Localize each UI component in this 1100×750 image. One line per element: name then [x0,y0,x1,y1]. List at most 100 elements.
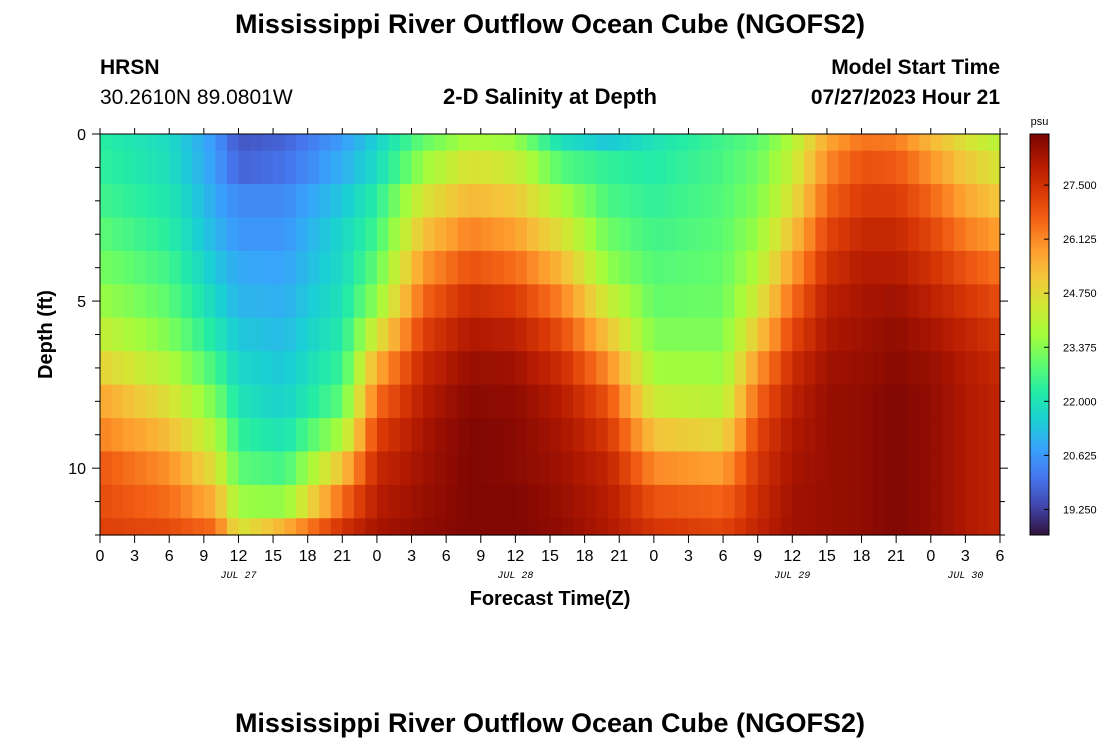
heatmap-cell [515,384,528,419]
heatmap-cell [446,134,459,152]
heatmap-cell [653,250,666,285]
heatmap-cell [342,484,355,519]
heatmap-cell [203,317,216,352]
heatmap-cell [561,250,574,285]
heatmap-cell [492,184,505,219]
heatmap-cell [296,134,309,152]
heatmap-cell [203,284,216,319]
heatmap-cell [596,317,609,352]
heatmap-cell [711,484,724,519]
heatmap-cell [780,184,793,219]
heatmap-cell [469,484,482,519]
heatmap-cell [146,451,159,486]
heatmap-cell [826,134,840,152]
heatmap-cell [423,384,436,419]
heatmap-cell [723,317,736,352]
heatmap-cell [815,518,828,536]
heatmap-cell [873,217,886,252]
heatmap-cell [653,351,666,386]
heatmap-cell [134,518,147,536]
heatmap-cell [423,250,436,285]
heatmap-cell [423,217,436,252]
heatmap-cell [850,351,863,386]
heatmap-cell [319,351,332,386]
heatmap-cell [850,451,863,486]
heatmap-cell [630,250,643,285]
heatmap-cell [723,384,736,419]
heatmap-cell [134,317,147,352]
heatmap-cell [284,484,297,519]
heatmap-cell [676,384,690,419]
heatmap-cell [930,351,943,386]
heatmap-cell [953,484,966,519]
heatmap-cell [180,184,193,219]
colorbar-tick-label: 27.500 [1063,180,1097,192]
heatmap-cell [573,134,586,152]
heatmap-cell [596,284,609,319]
heatmap-cell [400,317,413,352]
colorbar: psu 27.500 26.125 24.750 23.375 22.000 20.625… [1029,116,1097,536]
heatmap-cell [630,351,643,386]
heatmap-cell [930,317,943,352]
heatmap-cell [342,317,355,352]
heatmap-cell [469,384,482,419]
heatmap-cell [607,418,620,453]
heatmap-cell [330,451,343,486]
heatmap-cell [665,418,678,453]
heatmap-cell [192,384,205,419]
heatmap-cell [769,150,782,185]
heatmap-cell [146,150,159,185]
heatmap-cell [700,418,713,453]
heatmap-cell [792,217,805,252]
heatmap-cell [492,317,505,352]
heatmap-cell [815,150,828,185]
heatmap-cell [365,184,378,219]
heatmap-cell [457,284,470,319]
heatmap-cell [169,184,182,219]
heatmap-cell [815,384,828,419]
heatmap-cell [226,284,240,319]
heatmap-cell [953,150,966,185]
heatmap-cell [492,418,505,453]
heatmap-cell [665,134,678,152]
heatmap-cell [676,217,690,252]
heatmap-cell [157,250,170,285]
heatmap-cell [469,184,482,219]
heatmap-cell [157,317,170,352]
heatmap-cell [100,351,113,386]
heatmap-cell [873,384,886,419]
heatmap-cell [515,484,528,519]
heatmap-cell [503,250,516,285]
heatmap-cell [123,351,136,386]
heatmap-cell [330,518,343,536]
heatmap-cell [469,150,482,185]
heatmap-cell [734,418,747,453]
heatmap-cell [261,184,274,219]
heatmap-cell [861,351,874,386]
heatmap-cell [607,518,620,536]
heatmap-cell [388,451,401,486]
heatmap-cell [411,518,424,536]
heatmap-cell [503,134,516,152]
heatmap-cell [157,451,170,486]
heatmap-cell [238,317,251,352]
heatmap-cell [861,150,874,185]
heatmap-cell [503,217,516,252]
heatmap-cell [215,284,228,319]
heatmap-cell [169,217,182,252]
heatmap-cell [203,217,216,252]
heatmap-cell [688,317,701,352]
heatmap-cell [884,150,897,185]
heatmap-cell [930,150,943,185]
heatmap-cell [792,484,805,519]
heatmap-cell [711,134,724,152]
heatmap-cell [711,250,724,285]
heatmap-cell [423,317,436,352]
heatmap-cell [711,284,724,319]
heatmap-cell [873,451,886,486]
heatmap-cell [250,451,263,486]
heatmap-cell [965,451,978,486]
heatmap-cell [873,150,886,185]
heatmap-cell [469,518,482,536]
heatmap-cell [411,184,424,219]
